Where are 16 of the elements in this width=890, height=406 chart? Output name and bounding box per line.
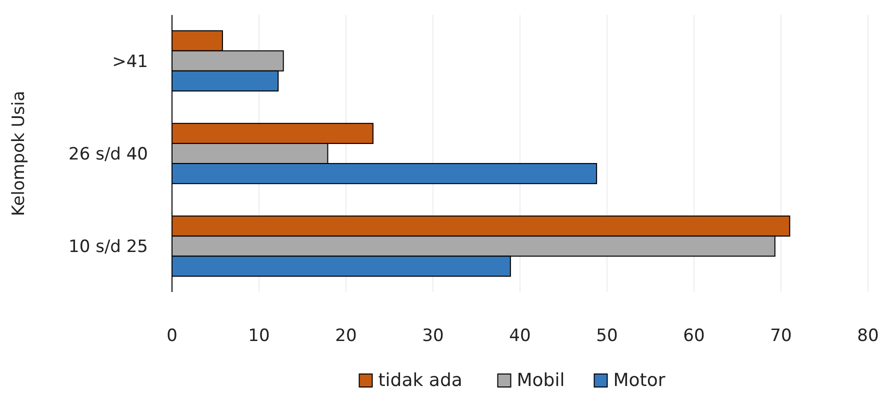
- legend-label: tidak ada: [378, 370, 462, 391]
- y-axis-title: Kelompok Usia: [9, 90, 29, 216]
- y-tick-label: 10 s/d 25: [68, 237, 148, 258]
- legend-label: Mobil: [516, 370, 565, 391]
- x-tick-label: 50: [596, 326, 618, 346]
- legend-label: Motor: [613, 370, 666, 391]
- x-tick-label: 80: [857, 326, 879, 346]
- x-tick-label: 60: [683, 326, 705, 346]
- x-tick-label: 20: [335, 326, 357, 346]
- y-tick-label: >41: [112, 52, 148, 72]
- x-tick-label: 0: [166, 326, 178, 346]
- y-tick-label: 26 s/d 40: [68, 144, 148, 164]
- x-tick-label: 40: [509, 326, 531, 346]
- x-tick-label: 30: [422, 326, 444, 346]
- x-tick-label: 70: [770, 326, 792, 346]
- x-tick-label: 10: [248, 326, 270, 346]
